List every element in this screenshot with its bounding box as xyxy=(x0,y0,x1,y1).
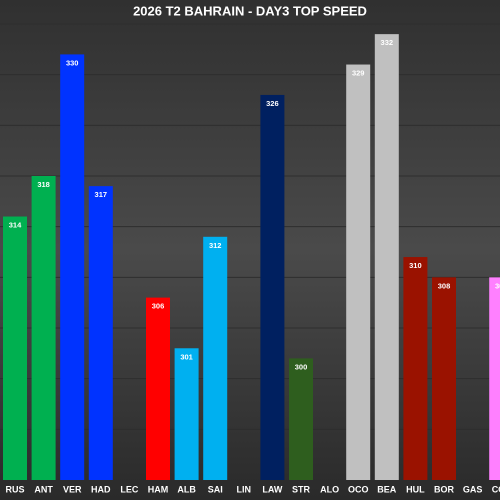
x-tick-label: BEA xyxy=(377,484,397,494)
value-label: 310 xyxy=(409,261,422,270)
x-tick-label: LAW xyxy=(262,484,283,494)
x-tick-label: COL xyxy=(492,484,500,494)
x-tick-label: LIN xyxy=(237,484,252,494)
x-tick-label: ALO xyxy=(320,484,339,494)
x-tick-label: OCO xyxy=(348,484,369,494)
bar xyxy=(203,236,228,480)
value-label: 300 xyxy=(295,362,308,371)
x-tick-label: BOR xyxy=(434,484,455,494)
value-label: 301 xyxy=(180,352,193,361)
x-tick-label: RUS xyxy=(5,484,24,494)
bar xyxy=(260,94,285,480)
bar xyxy=(31,176,56,480)
bar xyxy=(174,348,199,480)
value-label: 330 xyxy=(66,58,79,67)
bar xyxy=(346,64,371,481)
value-label: 308 xyxy=(495,281,500,290)
bar xyxy=(403,257,428,480)
bar xyxy=(489,277,500,480)
value-label: 318 xyxy=(37,180,50,189)
x-tick-label: SAI xyxy=(208,484,223,494)
value-label: 329 xyxy=(352,69,365,78)
bar xyxy=(3,216,27,481)
bar xyxy=(374,34,399,481)
x-tick-label: HAM xyxy=(148,484,169,494)
x-tick-label: ANT xyxy=(34,484,53,494)
bar xyxy=(60,54,85,481)
x-tick-label: HAD xyxy=(91,484,111,494)
x-tick-label: HUL xyxy=(406,484,425,494)
bar xyxy=(289,358,313,480)
chart-title: 2026 T2 BAHRAIN - DAY3 TOP SPEED xyxy=(133,3,367,18)
x-tick-label: GAS xyxy=(463,484,483,494)
bar xyxy=(88,186,113,480)
value-label: 306 xyxy=(152,302,165,311)
value-label: 326 xyxy=(266,99,279,108)
x-tick-label: STR xyxy=(292,484,311,494)
value-label: 312 xyxy=(209,241,222,250)
x-tick-label: LEC xyxy=(120,484,139,494)
value-label: 314 xyxy=(9,221,22,230)
bar xyxy=(146,297,170,480)
x-tick-label: VER xyxy=(63,484,82,494)
value-label: 308 xyxy=(438,281,451,290)
bar xyxy=(432,277,456,480)
value-label: 317 xyxy=(95,190,108,199)
x-tick-label: ALB xyxy=(177,484,196,494)
value-label: 332 xyxy=(381,38,394,47)
